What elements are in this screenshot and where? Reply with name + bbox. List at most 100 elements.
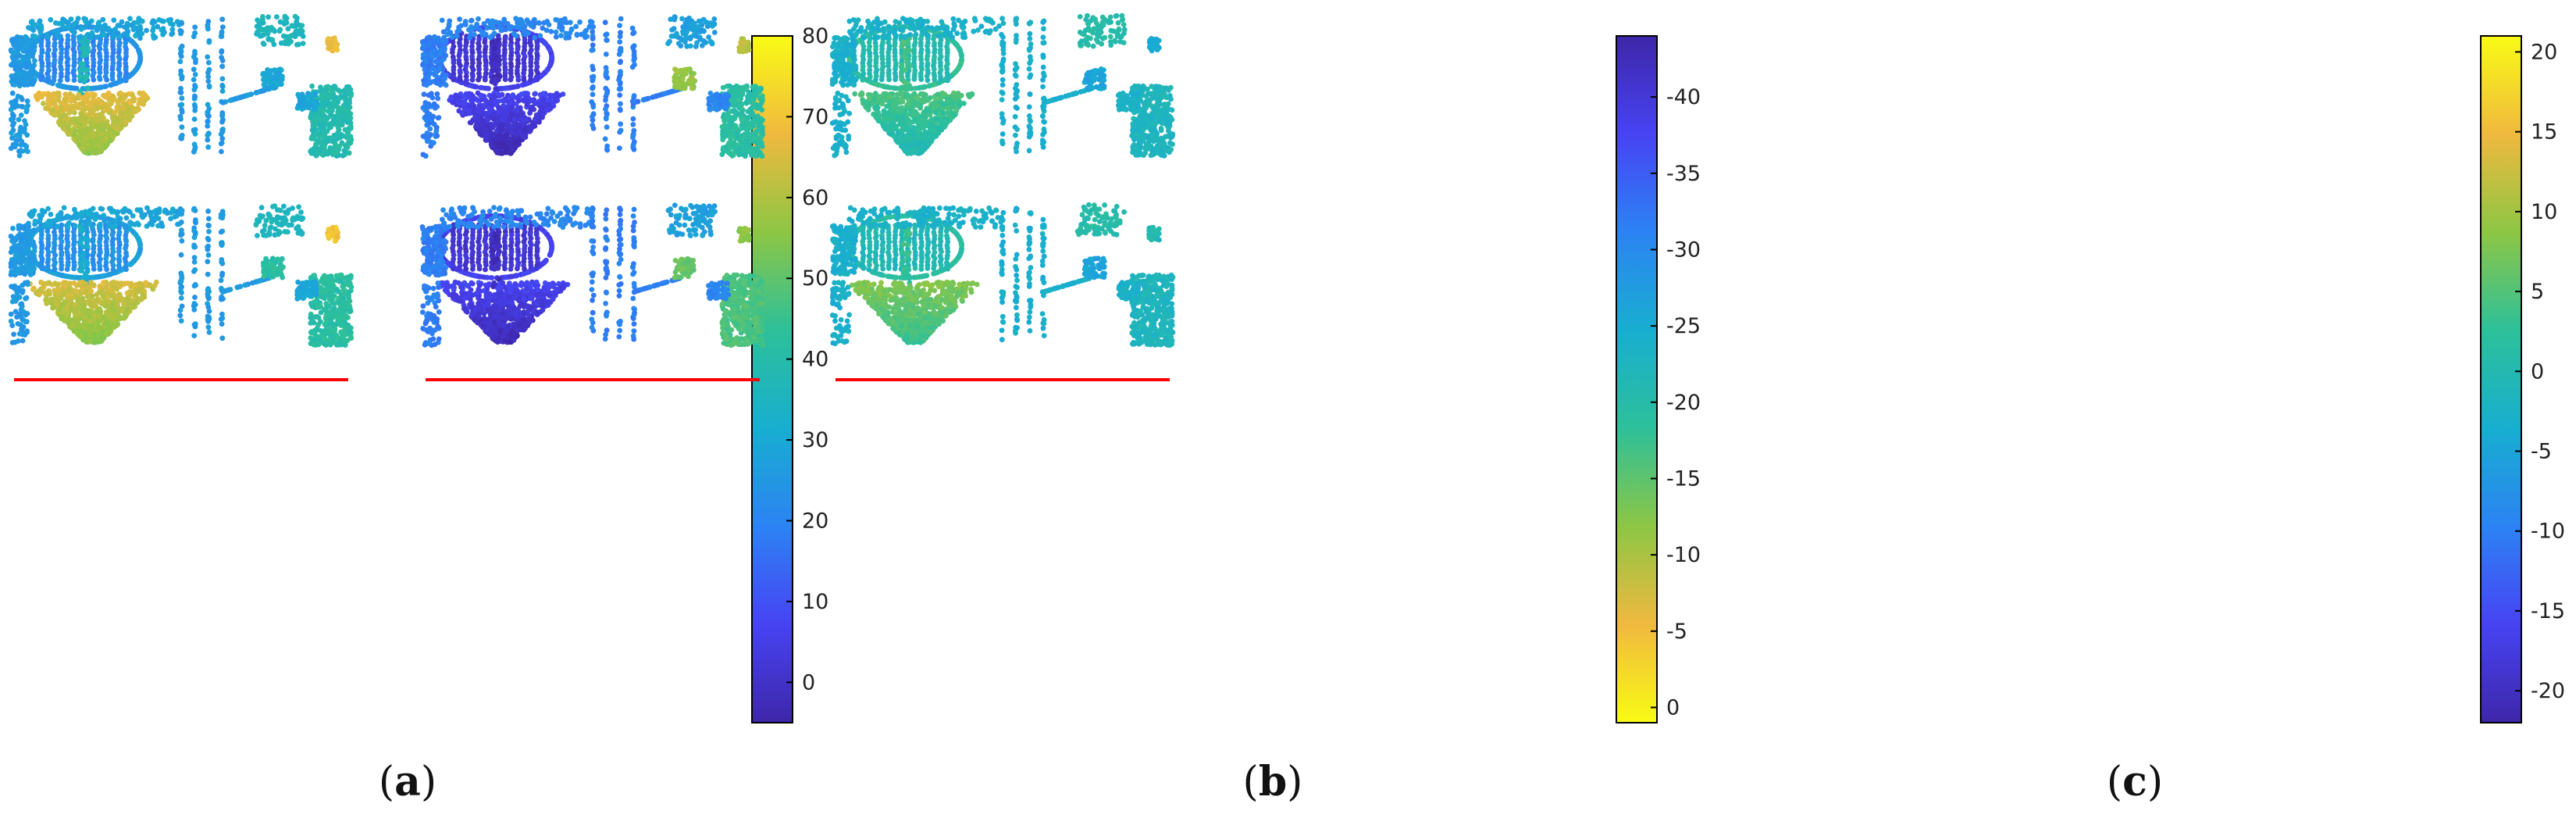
point: [62, 121, 68, 127]
point: [45, 63, 52, 70]
point: [52, 266, 58, 273]
point: [38, 24, 45, 30]
point: [258, 205, 265, 211]
point: [100, 16, 106, 23]
point: [325, 151, 331, 157]
point: [38, 43, 45, 48]
point: [134, 207, 141, 213]
point: [84, 259, 89, 264]
point: [30, 257, 36, 263]
point: [220, 24, 226, 30]
point: [71, 77, 77, 83]
point: [219, 294, 225, 300]
point: [9, 340, 16, 345]
point: [269, 81, 275, 88]
point: [80, 95, 85, 101]
point: [55, 20, 62, 27]
point: [150, 20, 156, 26]
point: [135, 235, 141, 241]
point: [92, 92, 98, 98]
point: [78, 291, 84, 297]
point: [255, 233, 260, 238]
point: [17, 73, 23, 79]
point: [117, 104, 123, 110]
point: [98, 298, 104, 304]
point: [259, 32, 265, 38]
point: [17, 254, 23, 259]
point: [52, 111, 59, 117]
point: [205, 295, 212, 302]
point: [219, 321, 225, 327]
point: [326, 331, 333, 338]
point: [318, 148, 324, 155]
point: [179, 109, 185, 115]
point: [29, 41, 35, 47]
point: [57, 306, 62, 313]
point: [12, 245, 18, 252]
point: [328, 111, 334, 117]
point: [192, 24, 198, 30]
point: [227, 98, 233, 103]
point: [20, 288, 26, 294]
point: [273, 216, 279, 223]
point: [272, 266, 277, 272]
point: [458, 63, 463, 69]
point: [97, 70, 103, 76]
point: [295, 223, 301, 230]
point: [334, 150, 340, 156]
point: [305, 280, 312, 285]
point: [111, 279, 117, 285]
point: [66, 220, 72, 226]
point: [9, 298, 16, 305]
point: [67, 294, 73, 300]
point: [73, 85, 78, 91]
point: [102, 43, 109, 48]
point: [177, 59, 183, 65]
point: [45, 77, 52, 83]
point: [68, 105, 74, 112]
point-cloud-top: [419, 14, 766, 159]
point: [237, 284, 244, 290]
point: [55, 223, 61, 230]
point: [277, 19, 283, 25]
point: [9, 90, 16, 96]
point: [205, 216, 212, 222]
point: [42, 290, 48, 296]
point: [90, 147, 96, 153]
point: [21, 226, 27, 232]
point: [309, 83, 315, 89]
point: [298, 27, 304, 33]
point: [242, 282, 248, 288]
point: [348, 284, 355, 290]
point: [16, 338, 21, 344]
point: [219, 148, 224, 155]
point: [109, 66, 116, 73]
point: [57, 77, 63, 84]
point: [14, 288, 20, 294]
point: [178, 295, 184, 301]
point: [126, 302, 133, 309]
point: [115, 305, 121, 311]
point-cloud-top: [8, 13, 355, 159]
point: [20, 324, 27, 330]
point: [121, 315, 127, 320]
point: [78, 253, 84, 259]
point: [159, 18, 165, 23]
point: [33, 94, 39, 100]
point: [94, 100, 100, 106]
point: [316, 303, 322, 309]
point: [331, 84, 337, 89]
point: [90, 205, 96, 212]
point: [48, 212, 54, 217]
point: [344, 281, 350, 287]
point: [59, 66, 64, 73]
point: [295, 230, 301, 236]
colorbar-tick-label: 80: [802, 24, 828, 48]
point: [144, 223, 150, 229]
point: [91, 106, 97, 113]
point: [117, 216, 123, 222]
point: [330, 38, 335, 44]
point: [102, 218, 108, 224]
point: [192, 131, 198, 137]
